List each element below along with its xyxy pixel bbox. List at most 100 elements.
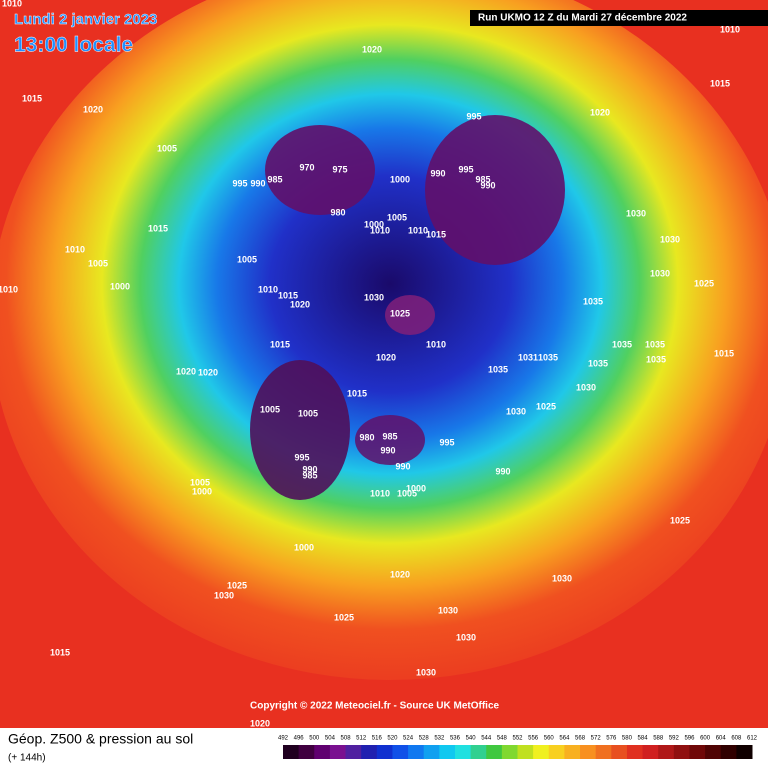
isobar-label: 1030 [364, 292, 384, 302]
colorbar-cell [689, 745, 706, 759]
colorbar-label: 544 [481, 736, 492, 742]
colorbar-label: 508 [341, 736, 352, 742]
isobar-label: 1000 [390, 174, 410, 184]
colorbar-cell [658, 745, 675, 759]
isobar-label: 1025 [670, 515, 690, 525]
isobar-label: 1010 [65, 244, 85, 254]
colorbar-label: 520 [387, 736, 398, 742]
colorbar-label: 588 [653, 736, 664, 742]
isobar-label: 970 [299, 162, 314, 172]
isobar-label: 980 [359, 432, 374, 442]
isobar-label: 975 [332, 164, 347, 174]
isobar-label: 1005 [260, 404, 280, 414]
colorbar-cell [439, 745, 456, 759]
colorbar-label: 576 [606, 736, 617, 742]
isobar-label: 1010 [408, 225, 428, 235]
low-area [425, 115, 565, 265]
colorbar-cell [486, 745, 503, 759]
isobar-label: 980 [330, 207, 345, 217]
colorbar-label: 568 [575, 736, 586, 742]
colorbar-label: 604 [716, 736, 727, 742]
colorbar-cell [470, 745, 487, 759]
colorbar-cell [611, 745, 628, 759]
colorbar-label: 512 [356, 736, 367, 742]
copyright: Copyright © 2022 Meteociel.fr - Source U… [250, 701, 500, 712]
isobar-label: 1035 [645, 339, 665, 349]
low-area [265, 125, 375, 215]
isobar-label: 985 [475, 174, 490, 184]
isobar-label: 1030 [650, 268, 670, 278]
colorbar-cell [283, 745, 300, 759]
colorbar-cell [580, 745, 597, 759]
colorbar-cell [517, 745, 534, 759]
colorbar-cell [298, 745, 315, 759]
isobar-label: 1005 [298, 408, 318, 418]
isobar-label: 1010 [0, 284, 18, 294]
isobar-label: 1010 [2, 0, 22, 8]
isobar-label: 1030 [552, 573, 572, 583]
isobar-label: 990 [302, 464, 317, 474]
isobar-label: 1030 [416, 667, 436, 677]
date-label: Lundi 2 janvier 2023 [14, 11, 157, 28]
isobar-label: 1020 [390, 569, 410, 579]
low-area [250, 360, 350, 500]
isobar-label: 1030 [660, 234, 680, 244]
colorbar-cell [376, 745, 393, 759]
isobar-label: 990 [380, 445, 395, 455]
isobar-label: 1005 [88, 258, 108, 268]
isobar-label: 1015 [714, 348, 734, 358]
isobar-label: 990 [430, 168, 445, 178]
isobar-label: 1015 [148, 223, 168, 233]
colorbar-cell [548, 745, 565, 759]
isobar-label: 1010 [370, 225, 390, 235]
colorbar-cell [408, 745, 425, 759]
isobar-label: 1030 [506, 406, 526, 416]
isobar-label: 1035 [612, 339, 632, 349]
isobar-label: 1020 [590, 107, 610, 117]
colorbar-label: 524 [403, 736, 414, 742]
isobar-label: 990 [495, 466, 510, 476]
isobar-label: 985 [267, 174, 282, 184]
isobar-label: 1020 [83, 104, 103, 114]
colorbar-label: 548 [497, 736, 508, 742]
isobar-label: 1030 [214, 590, 234, 600]
isobar-label: 1025 [334, 612, 354, 622]
colorbar-label: 592 [669, 736, 680, 742]
legend-lead: (+ 144h) [8, 753, 46, 764]
isobar-label: 995 [458, 164, 473, 174]
colorbar-cell [501, 745, 518, 759]
isobar-label: 1031 [518, 352, 538, 362]
colorbar-label: 504 [325, 736, 336, 742]
isobar-label: 1030 [438, 605, 458, 615]
colorbar-label: 560 [544, 736, 555, 742]
isobar-label: 1020 [290, 299, 310, 309]
colorbar-cell [595, 745, 612, 759]
isobar-label: 1015 [278, 290, 298, 300]
colorbar-cell [423, 745, 440, 759]
colorbar-label: 516 [372, 736, 383, 742]
isobar-label: 1015 [710, 78, 730, 88]
colorbar-label: 492 [278, 736, 289, 742]
isobar-label: 1025 [227, 580, 247, 590]
isobar-label: 1000 [110, 281, 130, 291]
low-area [385, 295, 435, 335]
isobar-label: 1010 [426, 339, 446, 349]
isobar-label: 1000 [294, 542, 314, 552]
isobar-label: 1025 [694, 278, 714, 288]
time-label: 13:00 locale [14, 34, 133, 57]
colorbar-label: 608 [731, 736, 742, 742]
colorbar-cell [329, 745, 347, 759]
isobar-label: 1010 [720, 24, 740, 34]
colorbar-label: 596 [684, 736, 695, 742]
colorbar-label: 572 [591, 736, 602, 742]
colorbar-cell [392, 745, 409, 759]
legend-title: Géop. Z500 & pression au sol [8, 731, 193, 747]
colorbar-label: 532 [434, 736, 445, 742]
colorbar-cell [626, 745, 644, 759]
isobar-label: 1035 [538, 352, 558, 362]
isobar-label: 1005 [190, 477, 210, 487]
colorbar-label: 556 [528, 736, 539, 742]
colorbar-cell [361, 745, 378, 759]
isobar-label: 1005 [387, 212, 407, 222]
isobar-label: 1025 [390, 308, 410, 318]
